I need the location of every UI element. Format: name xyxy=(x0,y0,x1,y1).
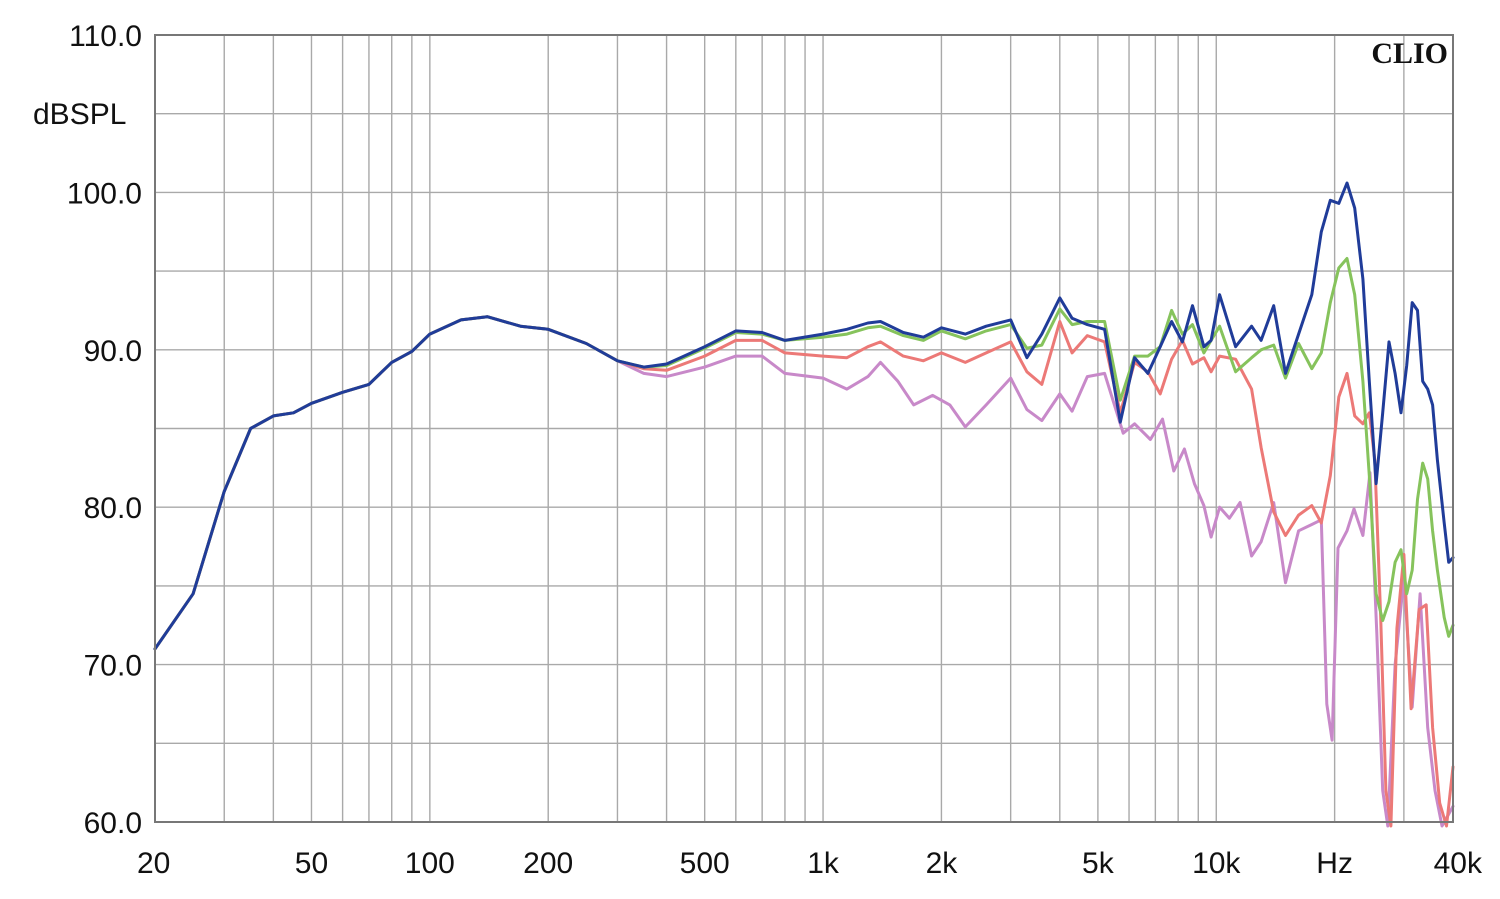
x-tick-labels: 20 50 100 200 500 1k 2k 5k 10k Hz 40k xyxy=(137,847,1483,880)
x-tick-label: 10k xyxy=(1192,847,1241,880)
x-tick-label: 40k xyxy=(1434,847,1483,880)
x-tick-label: Hz xyxy=(1316,847,1353,880)
x-tick-label: 2k xyxy=(926,847,959,880)
y-tick-label: 110.0 xyxy=(69,20,142,53)
x-tick-label: 5k xyxy=(1082,847,1115,880)
y-tick-label: 70.0 xyxy=(84,650,142,683)
y-tick-label: 100.0 xyxy=(67,177,142,210)
y-tick-labels: 110.0 100.0 90.0 80.0 70.0 60.0 xyxy=(67,20,142,840)
y-tick-label: 90.0 xyxy=(84,335,142,368)
y-tick-label: 60.0 xyxy=(84,807,142,840)
y-axis-label: dBSPL xyxy=(33,98,126,131)
x-tick-label: 1k xyxy=(807,847,840,880)
y-tick-label: 80.0 xyxy=(84,492,142,525)
x-tick-label: 20 xyxy=(137,847,170,880)
x-tick-label: 500 xyxy=(680,847,730,880)
x-tick-label: 50 xyxy=(295,847,328,880)
series-line-4 xyxy=(153,181,1455,651)
series-layer xyxy=(153,181,1455,828)
x-tick-label: 200 xyxy=(523,847,573,880)
plot-frame xyxy=(154,34,1454,823)
clio-watermark: CLIO xyxy=(1371,37,1448,70)
x-tick-label: 100 xyxy=(405,847,455,880)
